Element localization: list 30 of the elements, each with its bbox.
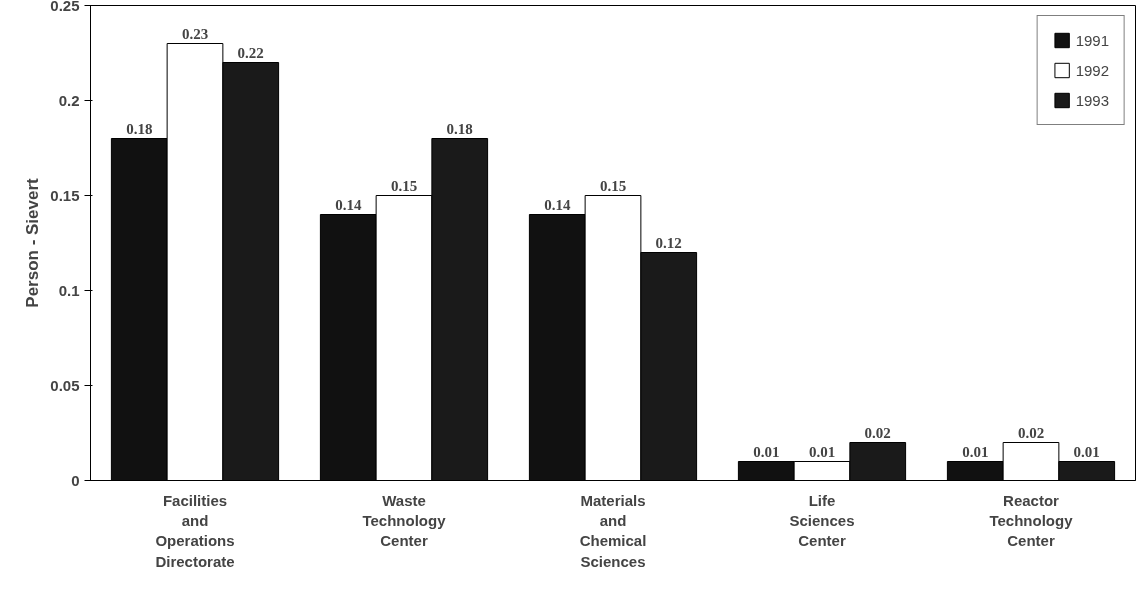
legend-label: 1991 xyxy=(1075,31,1109,49)
data-label: 0.12 xyxy=(655,234,682,251)
data-label: 0.02 xyxy=(1017,424,1045,441)
data-label: 0.22 xyxy=(237,44,264,61)
data-label: 0.01 xyxy=(962,443,989,460)
data-label: 0.15 xyxy=(599,177,627,194)
y-tick-label: 0.25 xyxy=(50,0,80,14)
data-label: 0.18 xyxy=(446,120,473,137)
y-tick-label: 0.05 xyxy=(50,376,80,394)
y-tick-label: 0 xyxy=(71,471,80,489)
data-label: 0.01 xyxy=(1073,443,1100,460)
legend-label: 1993 xyxy=(1075,91,1109,109)
x-tick-label: Materials and Chemical Sciences xyxy=(579,491,647,570)
x-tick-label: Life Sciences Center xyxy=(789,491,855,550)
y-tick-label: 0.2 xyxy=(58,91,80,109)
legend-label: 1992 xyxy=(1075,61,1109,79)
data-label: 0.14 xyxy=(544,196,571,213)
data-label: 0.14 xyxy=(335,196,362,213)
data-label: 0.23 xyxy=(181,25,209,42)
y-tick-label: 0.15 xyxy=(50,186,80,204)
y-axis-title: Person - Sievert xyxy=(23,177,43,308)
data-label: 0.15 xyxy=(390,177,418,194)
data-label: 0.01 xyxy=(753,443,780,460)
x-tick-label: Facilities and Operations Directorate xyxy=(155,491,235,570)
data-label: 0.02 xyxy=(864,424,891,441)
data-label: 0.01 xyxy=(808,443,836,460)
x-tick-label: Reactor Technology Center xyxy=(989,491,1074,550)
data-label: 0.18 xyxy=(126,120,153,137)
x-tick-label: Waste Technology Center xyxy=(362,491,447,550)
y-tick-label: 0.1 xyxy=(58,281,80,299)
